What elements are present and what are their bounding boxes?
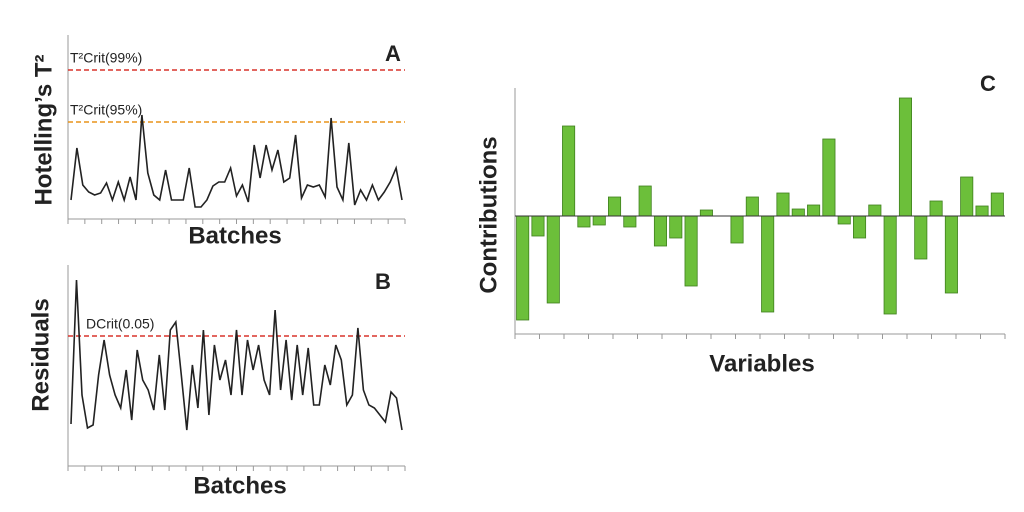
bar — [623, 215, 637, 228]
bar — [577, 215, 591, 228]
bar — [898, 97, 912, 217]
bar — [929, 200, 943, 217]
bar — [684, 215, 698, 287]
bar — [853, 215, 867, 239]
x-axis-title: Batches — [188, 222, 281, 249]
bar — [761, 215, 775, 313]
bar — [730, 215, 744, 244]
y-axis-title: Contributions — [475, 136, 502, 293]
bar — [546, 215, 560, 304]
reference-label: T²Crit(95%) — [70, 102, 142, 118]
data-line — [70, 279, 403, 431]
bar — [516, 215, 530, 321]
bar — [669, 215, 683, 239]
bar — [776, 192, 790, 217]
bar — [531, 215, 545, 237]
x-axis-title: Batches — [193, 472, 286, 499]
panel-label: B — [375, 269, 391, 294]
bar — [960, 176, 974, 217]
bar — [914, 215, 928, 260]
bar — [822, 138, 836, 217]
panel-label: C — [980, 71, 996, 96]
reference-label: DCrit(0.05) — [86, 316, 154, 332]
data-line — [70, 114, 403, 208]
bar — [699, 209, 713, 217]
bar — [944, 215, 958, 294]
y-axis-title: Hotelling’s T² — [30, 54, 57, 205]
bar — [653, 215, 667, 247]
panel-label: A — [385, 41, 401, 66]
bar — [791, 208, 805, 217]
bar — [990, 192, 1004, 217]
bar — [975, 205, 989, 217]
bar — [868, 204, 882, 217]
bar — [745, 196, 759, 217]
reference-label: T²Crit(99%) — [70, 50, 142, 66]
bar — [592, 215, 606, 226]
bar — [837, 215, 851, 225]
x-axis-title: Variables — [709, 350, 814, 377]
bar — [638, 185, 652, 217]
bar — [807, 204, 821, 217]
bar — [608, 196, 622, 217]
bar — [562, 125, 576, 217]
y-axis-title: Residuals — [27, 298, 54, 411]
bar — [883, 215, 897, 315]
